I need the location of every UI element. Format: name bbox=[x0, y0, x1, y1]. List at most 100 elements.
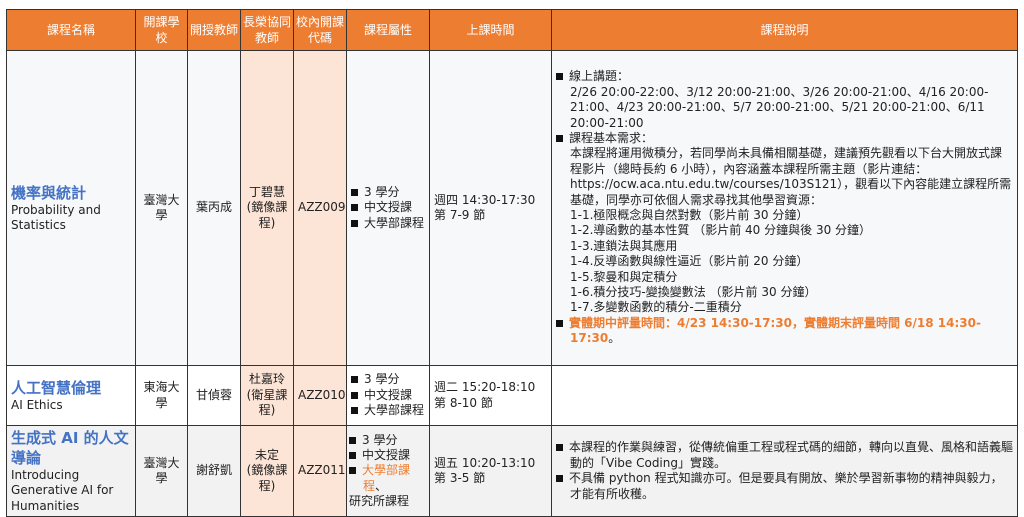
attr-text: 中文授課 bbox=[362, 448, 411, 462]
attr-text: 大學部課程 bbox=[364, 215, 425, 230]
resource-item: 1-2.導函數的基本性質 （影片前 40 分鐘與後 30 分鐘） bbox=[570, 223, 872, 238]
course-english-name: AI Ethics bbox=[11, 397, 63, 412]
bullet-icon bbox=[556, 475, 563, 483]
attr-text: 中文授課 bbox=[364, 387, 413, 402]
teacher: 葉丙成 bbox=[187, 50, 241, 366]
resource-item: 1-7.多變數函數的積分-二重積分 bbox=[570, 300, 742, 315]
period-text: 第 7-9 節 bbox=[434, 208, 486, 222]
bullet-icon bbox=[351, 407, 358, 415]
co-teacher-name: 丁碧慧 bbox=[248, 184, 285, 199]
course-name: 生成式 AI 的人文導論 Introducing Generative AI fo… bbox=[6, 424, 136, 517]
school: 臺灣大學 bbox=[135, 50, 188, 366]
punct: 。 bbox=[608, 331, 621, 346]
desc-heading: 課程基本需求： bbox=[569, 130, 654, 145]
co-type: (衛星課程) bbox=[246, 387, 288, 418]
bullet-icon bbox=[349, 436, 356, 444]
desc-text: 本課程將運用微積分，若同學尚未具備相關基礎，建議預先觀看以下台大開放式課程影片（… bbox=[570, 146, 1012, 207]
header-school: 開課學校 bbox=[135, 9, 188, 51]
resource-item: 1-1.極限概念與自然對數（影片前 30 分鐘） bbox=[570, 208, 809, 222]
description: 線上講題： 2/26 20:00-22:00、3/12 20:00-21:00、… bbox=[551, 50, 1018, 366]
class-time: 週四 14:30-17:30 第 7-9 節 bbox=[429, 50, 552, 366]
desc-text: 本課程的作業與練習，從傳統偏重工程或程式碼的細節，轉向以直覺、風格和語義驅動的「… bbox=[569, 440, 1014, 470]
description: 本課程的作業與練習，從傳統偏重工程或程式碼的細節，轉向以直覺、風格和語義驅動的「… bbox=[551, 424, 1018, 517]
co-type: (鏡像課程) bbox=[246, 200, 288, 230]
course-title-link[interactable]: 人工智慧倫理 bbox=[11, 378, 102, 397]
course-code: AZZ010 bbox=[293, 365, 347, 426]
teacher: 甘偵蓉 bbox=[187, 365, 241, 426]
course-title-link[interactable]: 生成式 AI 的人文導論 bbox=[11, 429, 129, 467]
attribute-item: 3 學分 bbox=[351, 372, 425, 387]
header-row: 課程名稱 開課學校 開授教師 長榮協同教師 校內開課代碼 課程屬性 上課時間 課… bbox=[6, 9, 1018, 51]
time-text: 週五 10:20-13:10 bbox=[434, 455, 536, 470]
resource-item: 1-3.連鎖法與其應用 bbox=[570, 238, 678, 253]
class-time: 週五 10:20-13:10 第 3-5 節 bbox=[429, 424, 552, 517]
co-teacher: 丁碧慧 (鏡像課程) bbox=[240, 50, 294, 366]
resource-item: 1-6.積分技巧-變換變數法 （影片前 30 分鐘） bbox=[570, 285, 817, 300]
co-type: (鏡像課程) bbox=[246, 463, 288, 493]
resource-item: 1-5.黎曼和與定積分 bbox=[570, 269, 678, 284]
bullet-icon bbox=[556, 319, 563, 327]
co-teacher-name: 杜嘉玲 bbox=[248, 372, 285, 387]
attr-text: 大學部課程 bbox=[362, 463, 411, 493]
header-teacher: 開授教師 bbox=[187, 9, 241, 51]
attr-text: 中文授課 bbox=[364, 200, 413, 215]
attribute-item: 中文授課 bbox=[351, 388, 425, 403]
attribute-item: 中文授課 bbox=[349, 448, 425, 463]
period-text: 第 3-5 節 bbox=[434, 471, 486, 486]
table-row: 生成式 AI 的人文導論 Introducing Generative AI fo… bbox=[6, 424, 1018, 517]
teacher: 謝舒凱 bbox=[187, 424, 241, 517]
bullet-icon bbox=[556, 444, 563, 452]
attr-text: 3 學分 bbox=[362, 432, 398, 447]
course-english-name: Introducing Generative AI for Humanities bbox=[11, 468, 114, 513]
co-teacher: 杜嘉玲 (衛星課程) bbox=[240, 365, 294, 426]
attr-text: 大學部課程 bbox=[364, 403, 425, 418]
desc-item: 不具備 python 程式知識亦可。但是要具有開放、樂於學習新事物的精神與毅力，… bbox=[556, 471, 1013, 502]
bullet-icon bbox=[351, 219, 358, 227]
desc-heading: 線上講題： bbox=[569, 69, 630, 84]
desc-text: 2/26 20:00-22:00、3/12 20:00-21:00、3/26 2… bbox=[570, 84, 989, 130]
course-name: 機率與統計 Probability and Statistics bbox=[6, 50, 136, 366]
course-name: 人工智慧倫理 AI Ethics bbox=[6, 365, 136, 426]
bullet-icon bbox=[351, 391, 358, 399]
header-code: 校內開課代碼 bbox=[293, 9, 347, 51]
bullet-icon bbox=[556, 73, 563, 81]
bullet-icon bbox=[556, 134, 563, 142]
attribute-item: 大學部課程 bbox=[351, 403, 425, 418]
desc-item: 課程基本需求： bbox=[556, 131, 1013, 146]
attr-text: 研究所課程 bbox=[349, 494, 410, 509]
attribute-item: 大學部課程 bbox=[351, 216, 425, 231]
header-time: 上課時間 bbox=[429, 9, 552, 51]
bullet-icon bbox=[349, 452, 356, 459]
attribute-item: 中文授課 bbox=[351, 200, 425, 215]
attribute-item: 3 學分 bbox=[349, 433, 425, 448]
header-attributes: 課程屬性 bbox=[346, 9, 430, 51]
table-row: 機率與統計 Probability and Statistics 臺灣大學 葉丙成… bbox=[6, 50, 1018, 366]
school: 東海大學 bbox=[135, 365, 188, 426]
attributes: 3 學分 中文授課 大學部課程、 研究所課程 bbox=[346, 424, 430, 517]
desc-text: 不具備 python 程式知識亦可。但是要具有開放、樂於學習新事物的精神與毅力，… bbox=[569, 471, 1003, 501]
bullet-icon bbox=[351, 376, 358, 384]
description bbox=[551, 365, 1018, 426]
attribute-item: 3 學分 bbox=[351, 185, 425, 200]
desc-item: 實體期中評量時間：4/23 14:30-17:30，實體期末評量時間 6/18 … bbox=[556, 316, 1013, 347]
attributes: 3 學分 中文授課 大學部課程 bbox=[346, 365, 430, 426]
time-text: 週二 15:20-18:10 bbox=[434, 380, 536, 395]
course-title-link[interactable]: 機率與統計 bbox=[11, 183, 87, 202]
table-row: 人工智慧倫理 AI Ethics 東海大學 甘偵蓉 杜嘉玲 (衛星課程) AZZ01… bbox=[6, 365, 1018, 426]
course-english-name: Probability and Statistics bbox=[11, 202, 101, 232]
desc-item: 本課程的作業與練習，從傳統偏重工程或程式碼的細節，轉向以直覺、風格和語義驅動的「… bbox=[556, 440, 1013, 471]
punct: 、 bbox=[375, 478, 388, 493]
co-teacher: 未定 (鏡像課程) bbox=[240, 424, 294, 517]
header-co-teacher: 長榮協同教師 bbox=[240, 9, 294, 51]
bullet-icon bbox=[351, 204, 358, 212]
bullet-icon bbox=[349, 467, 356, 475]
bullet-icon bbox=[351, 188, 358, 196]
course-table: 課程名稱 開課學校 開授教師 長榮協同教師 校內開課代碼 課程屬性 上課時間 課… bbox=[6, 9, 1018, 517]
attr-text: 3 學分 bbox=[364, 372, 400, 387]
attr-text: 3 學分 bbox=[364, 184, 400, 199]
period-text: 第 8-10 節 bbox=[434, 395, 493, 410]
exam-time: 實體期中評量時間：4/23 14:30-17:30，實體期末評量時間 6/18 … bbox=[569, 315, 981, 346]
class-time: 週二 15:20-18:10 第 8-10 節 bbox=[429, 365, 552, 426]
co-teacher-name: 未定 bbox=[254, 448, 279, 462]
attribute-item: 大學部課程、 bbox=[349, 463, 425, 494]
